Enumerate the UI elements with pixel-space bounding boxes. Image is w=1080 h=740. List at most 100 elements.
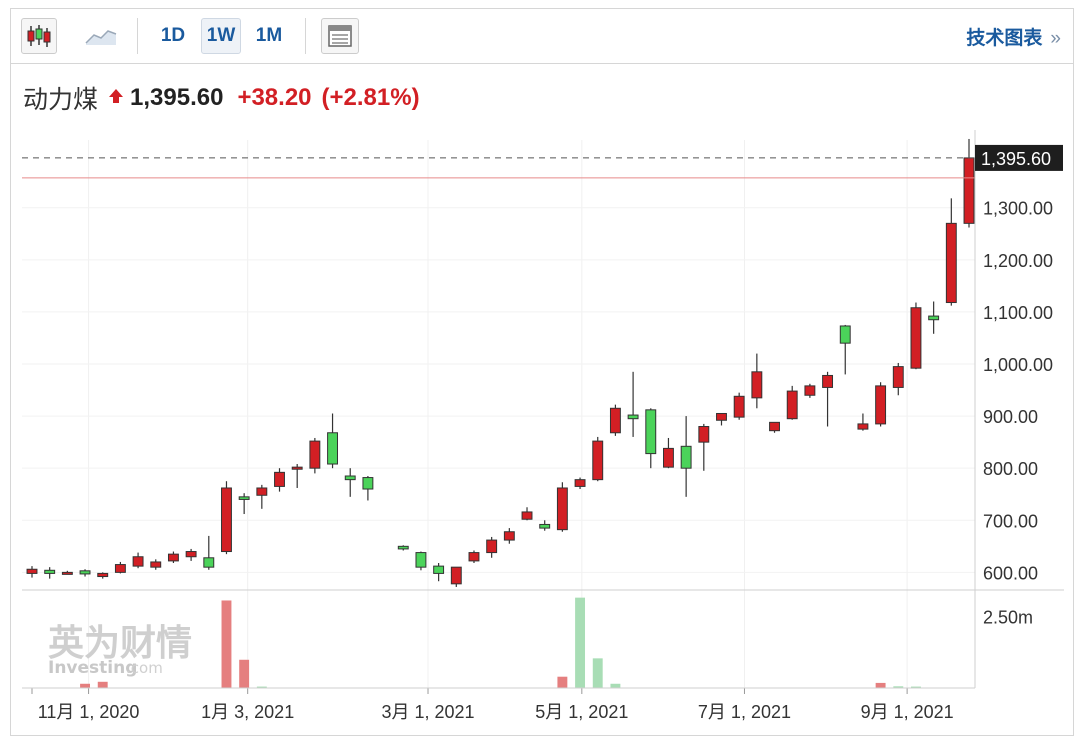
candle-body <box>291 466 303 470</box>
current-price-box <box>975 144 1063 171</box>
candle-body <box>274 471 285 487</box>
y-tick-label: 1,000.00 <box>983 355 1053 375</box>
x-tick-label: 7月 1, 2021 <box>698 702 791 722</box>
chart-grid <box>22 140 975 688</box>
y-tick-label: 1,100.00 <box>983 303 1053 323</box>
candle-body <box>627 414 639 420</box>
candle-body <box>733 395 745 418</box>
candle-body <box>680 445 692 469</box>
table-view-button[interactable] <box>321 18 359 54</box>
candle-body <box>663 447 674 468</box>
y-tick-label: 700.00 <box>983 511 1038 531</box>
candle-body <box>910 307 922 369</box>
last-price: 1,395.60 <box>130 84 224 111</box>
volume-bars <box>80 597 921 688</box>
candles <box>26 138 975 587</box>
volume-bar <box>592 658 603 688</box>
price-change: +38.20 <box>237 84 312 111</box>
candle-body <box>857 423 869 430</box>
candlestick-icon <box>27 25 51 47</box>
x-tick-label: 1月 3, 2021 <box>201 702 294 722</box>
volume-bar <box>239 659 250 688</box>
volume-bar <box>875 682 886 688</box>
volume-bar <box>893 686 904 688</box>
x-tick-label: 3月 1, 2021 <box>381 702 474 722</box>
candle-body <box>928 315 940 321</box>
y-tick-label: 900.00 <box>983 407 1038 427</box>
candle-body <box>415 552 427 568</box>
candle-body <box>97 572 109 578</box>
instrument-name: 动力煤 <box>23 86 99 114</box>
candle-body <box>256 487 268 496</box>
candle-body <box>150 561 162 568</box>
technical-chart-label: 技术图表 <box>966 28 1043 49</box>
current-price-label: 1,395.60 <box>981 149 1051 169</box>
candle-body <box>609 407 621 434</box>
candle-body <box>822 374 834 388</box>
y-tick-label: 1,200.00 <box>983 251 1053 271</box>
volume-bar <box>97 681 108 688</box>
candle-body <box>344 475 356 481</box>
candle-body <box>963 157 975 224</box>
candle-body <box>751 371 763 399</box>
candle-body <box>450 566 462 585</box>
candle-body <box>839 325 851 344</box>
candle-body <box>539 523 551 529</box>
chart-toolbar: 1D 1W 1M 技术图表 » <box>11 9 1073 64</box>
candle-body <box>185 551 197 558</box>
quote-header: 动力煤 1,395.60 +38.20 (+2.81%) <box>23 83 420 114</box>
watermark-cn: 英为财情 <box>48 623 192 664</box>
candle-body <box>433 565 445 574</box>
x-tick-label: 9月 1, 2021 <box>861 702 954 722</box>
candle-body <box>574 479 586 487</box>
y-tick-label: 600.00 <box>983 563 1038 583</box>
x-tick-label: 5月 1, 2021 <box>535 702 628 722</box>
candle-body <box>892 366 904 388</box>
candle-body <box>44 569 56 574</box>
volume-bar <box>80 683 90 688</box>
volume-bar <box>557 676 568 688</box>
candle-body <box>397 545 409 550</box>
area-chart-icon <box>85 30 117 45</box>
investing-watermark: 英为财情 Investing .com <box>48 623 192 678</box>
y-tick-label: 1,300.00 <box>983 199 1053 219</box>
candle-body <box>221 487 232 553</box>
candle-body <box>556 487 568 531</box>
table-icon <box>328 25 352 47</box>
candle-body <box>238 496 250 500</box>
candle-body <box>698 426 710 443</box>
volume-bar <box>575 597 586 688</box>
candle-body <box>203 557 215 568</box>
volume-bar <box>256 686 267 688</box>
range-1d-button[interactable]: 1D <box>160 25 186 46</box>
up-arrow-icon <box>108 84 124 112</box>
price-change-percent: (+2.81%) <box>321 84 420 111</box>
candle-body <box>645 409 657 455</box>
candle-body <box>309 440 321 469</box>
range-1w-button[interactable]: 1W <box>201 18 241 54</box>
candle-body <box>716 412 727 421</box>
candle-body <box>804 385 816 396</box>
toolbar-divider <box>305 18 306 54</box>
candle-body <box>468 552 480 562</box>
candle-body <box>114 564 126 573</box>
y-tick-label: 800.00 <box>983 459 1038 479</box>
chart-axes: 11月 1, 2020 1月 3, 2021 3月 1, 2021 5月 1, 202… <box>22 130 1064 722</box>
candle-body <box>132 556 144 567</box>
candle-body <box>362 477 374 490</box>
candle-body <box>486 539 498 554</box>
double-chevron-right-icon: » <box>1050 28 1061 49</box>
x-tick-label: 11月 1, 2020 <box>38 702 140 722</box>
candle-body <box>945 222 957 304</box>
volume-bar <box>610 683 621 688</box>
toolbar-divider <box>137 18 138 54</box>
volume-bar <box>911 686 921 688</box>
area-type-button[interactable] <box>81 18 121 54</box>
candlestick-type-button[interactable] <box>21 18 57 54</box>
technical-chart-link[interactable]: 技术图表 » <box>966 23 1061 50</box>
watermark-suffix: .com <box>126 659 163 677</box>
range-1m-button[interactable]: 1M <box>255 25 283 46</box>
candle-body <box>503 531 515 541</box>
candle-body <box>26 568 38 574</box>
